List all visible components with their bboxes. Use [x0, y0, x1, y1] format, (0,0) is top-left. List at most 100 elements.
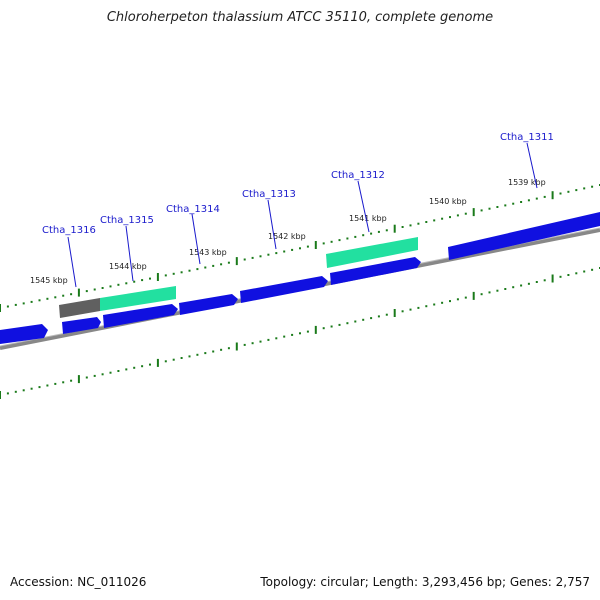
minor-tick — [385, 313, 388, 316]
minor-tick — [338, 323, 341, 326]
minor-tick — [330, 325, 333, 328]
minor-tick — [362, 318, 365, 321]
gene-arrow[interactable] — [103, 304, 178, 328]
tick-label: 1541 kbp — [349, 214, 387, 223]
minor-tick — [283, 250, 286, 253]
minor-tick — [22, 302, 25, 305]
minor-tick — [512, 202, 515, 205]
minor-tick — [125, 368, 128, 371]
gene-arrow[interactable] — [179, 294, 238, 315]
gene-arrow[interactable] — [330, 257, 421, 285]
minor-tick — [425, 305, 428, 308]
gene-label[interactable]: Ctha_1314 — [166, 204, 220, 215]
minor-tick — [543, 279, 546, 282]
minor-tick — [322, 327, 325, 330]
minor-tick — [101, 287, 104, 289]
minor-tick — [409, 308, 412, 311]
minor-tick — [243, 258, 246, 261]
rna-feature[interactable] — [100, 286, 176, 311]
minor-tick — [149, 277, 151, 280]
tick-label: 1539 kbp — [508, 178, 546, 187]
minor-tick — [567, 274, 570, 276]
minor-tick — [251, 256, 254, 259]
gray-feature[interactable] — [59, 298, 100, 318]
minor-tick — [346, 322, 349, 325]
minor-tick — [220, 348, 223, 351]
minor-tick — [46, 297, 49, 300]
major-tick — [472, 208, 475, 217]
tick-label: 1543 kbp — [189, 248, 227, 257]
gene-leader-lines — [67, 142, 538, 288]
minor-tick — [496, 289, 499, 292]
major-tick — [0, 304, 1, 312]
accession-text: Accession: NC_011026 — [10, 575, 147, 589]
minor-tick — [417, 222, 420, 225]
minor-tick — [164, 274, 167, 277]
kbp-labels: 1545 kbp 1544 kbp 1543 kbp 1542 kbp 1541… — [30, 178, 546, 285]
minor-tick — [354, 320, 357, 323]
minor-tick — [275, 337, 278, 340]
minor-tick — [456, 214, 459, 217]
minor-tick — [385, 229, 388, 232]
minor-tick — [267, 338, 270, 341]
tick-label: 1545 kbp — [30, 276, 68, 285]
minor-tick — [212, 350, 215, 353]
major-tick — [314, 325, 317, 334]
minor-tick — [504, 288, 507, 290]
minor-tick — [291, 333, 294, 336]
minor-tick — [141, 365, 144, 368]
minor-tick — [283, 335, 286, 338]
gene-labels: Ctha_1316 Ctha_1315 Ctha_1314 Ctha_1313 … — [42, 132, 554, 236]
minor-tick — [30, 300, 33, 303]
minor-tick — [401, 226, 404, 228]
gene-arrow[interactable] — [240, 276, 328, 303]
minor-tick — [14, 390, 17, 393]
gene-label[interactable]: Ctha_1315 — [100, 215, 154, 226]
minor-tick — [196, 268, 199, 271]
minor-tick — [433, 303, 436, 306]
minor-tick — [543, 195, 546, 198]
minor-tick — [496, 206, 499, 208]
minor-tick — [291, 248, 294, 251]
major-tick — [314, 241, 317, 249]
gene-label[interactable]: Ctha_1316 — [42, 225, 96, 236]
gene-arrow[interactable] — [448, 212, 600, 260]
major-tick — [551, 191, 554, 200]
gene-label[interactable]: Ctha_1313 — [242, 189, 296, 200]
minor-tick — [251, 342, 254, 345]
minor-tick — [212, 264, 215, 267]
minor-tick — [93, 288, 96, 291]
minor-tick — [30, 387, 33, 390]
minor-tick — [299, 247, 301, 250]
minor-tick — [520, 284, 523, 287]
minor-tick — [133, 366, 136, 369]
minor-tick — [488, 291, 491, 294]
minor-tick — [583, 270, 586, 273]
minor-tick — [591, 268, 594, 271]
minor-tick — [204, 266, 207, 269]
gene-arrow[interactable] — [0, 324, 48, 344]
minor-tick — [38, 299, 41, 302]
minor-tick — [46, 384, 49, 387]
minor-tick — [85, 376, 88, 379]
minor-tick — [330, 240, 333, 243]
minor-tick — [117, 370, 120, 372]
minor-tick — [417, 306, 420, 309]
major-tick — [393, 224, 396, 233]
minor-tick — [591, 185, 594, 188]
genome-stats-text: Topology: circular; Length: 3,293,456 bp… — [260, 575, 590, 589]
minor-tick — [449, 216, 451, 219]
minor-tick — [441, 217, 444, 220]
gene-label[interactable]: Ctha_1311 — [500, 132, 554, 143]
minor-tick — [133, 280, 136, 283]
minor-tick — [433, 219, 436, 222]
rna-feature[interactable] — [326, 237, 418, 268]
minor-tick — [93, 374, 96, 377]
genome-title: Chloroherpeton thalassium ATCC 35110, co… — [106, 10, 494, 25]
gene-label[interactable]: Ctha_1312 — [331, 170, 385, 181]
minor-tick — [70, 379, 73, 382]
gene-arrow[interactable] — [62, 317, 101, 334]
minor-tick — [227, 347, 230, 350]
tick-label: 1542 kbp — [268, 232, 306, 241]
minor-tick — [62, 294, 65, 297]
